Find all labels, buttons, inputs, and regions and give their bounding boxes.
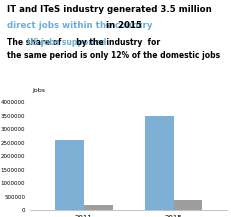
Bar xyxy=(84,204,112,210)
Text: direct jobs within the country: direct jobs within the country xyxy=(7,21,152,30)
Text: the same period is only 12% of the domestic jobs: the same period is only 12% of the domes… xyxy=(7,51,219,60)
Text: by the industry  for: by the industry for xyxy=(70,38,159,47)
Bar xyxy=(173,200,201,210)
Text: in 2015: in 2015 xyxy=(103,21,142,30)
Text: IT and ITeS industry generated 3.5 million: IT and ITeS industry generated 3.5 milli… xyxy=(7,5,211,14)
Text: The share of: The share of xyxy=(7,38,64,47)
Text: US jobs supported: US jobs supported xyxy=(27,38,106,47)
Bar xyxy=(55,140,84,210)
Bar xyxy=(144,115,173,210)
Text: direct jobs within the country in 2015: direct jobs within the country in 2015 xyxy=(7,21,191,30)
Text: Jobs: Jobs xyxy=(32,88,45,93)
